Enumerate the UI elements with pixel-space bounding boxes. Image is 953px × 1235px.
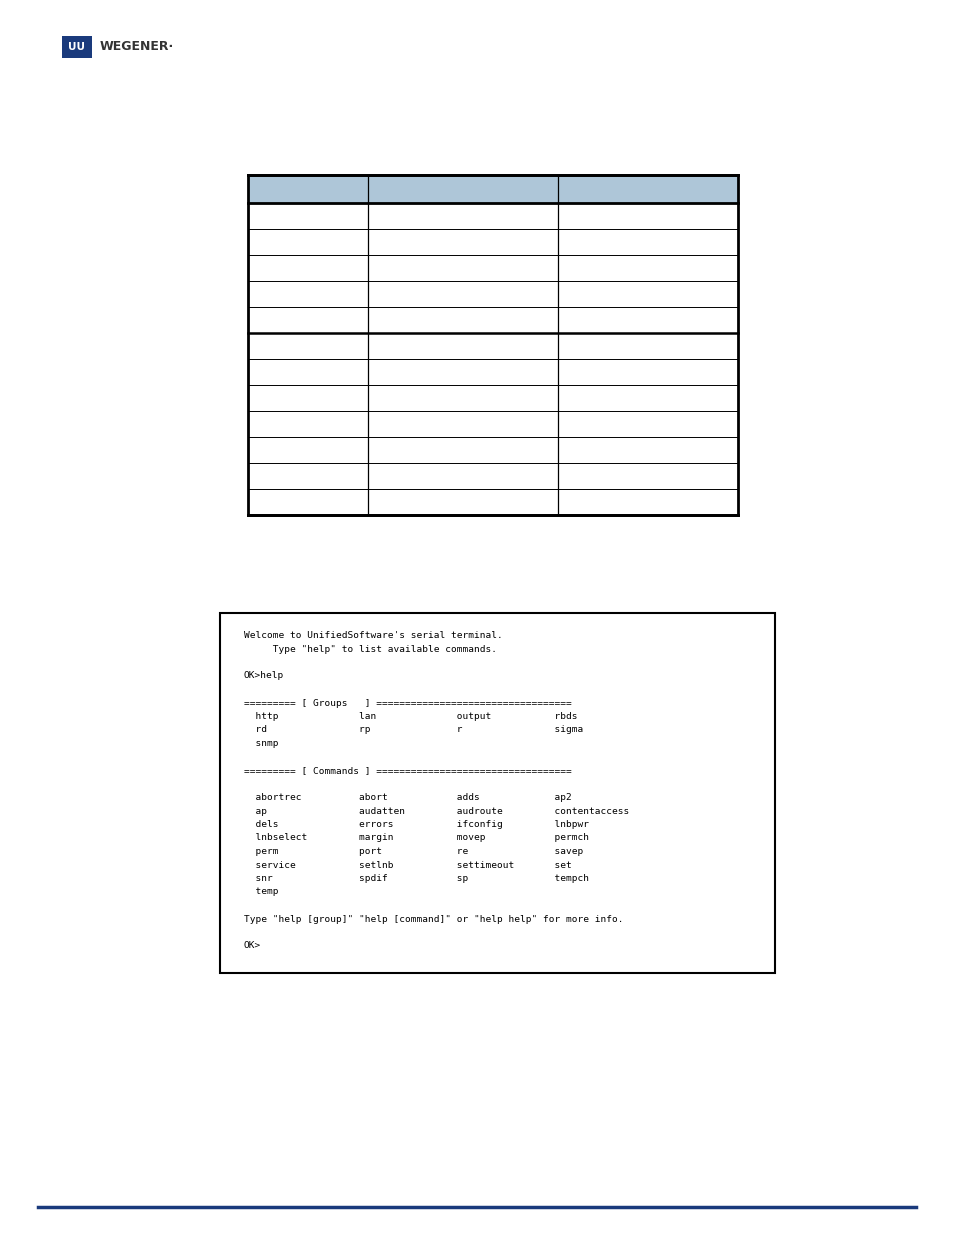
Text: snr               spdif            sp               tempch: snr spdif sp tempch — [244, 874, 588, 883]
Text: Type "help" to list available commands.: Type "help" to list available commands. — [244, 645, 497, 653]
Text: UU: UU — [69, 42, 86, 52]
Text: service           setlnb           settimeout       set: service setlnb settimeout set — [244, 861, 571, 869]
Text: snmp: snmp — [244, 739, 278, 748]
FancyBboxPatch shape — [62, 36, 91, 58]
Text: ap                audatten         audroute         contentaccess: ap audatten audroute contentaccess — [244, 806, 629, 815]
Text: ========= [ Commands ] ==================================: ========= [ Commands ] =================… — [244, 766, 571, 776]
Text: http              lan              output           rbds: http lan output rbds — [244, 713, 577, 721]
Text: Welcome to UnifiedSoftware's serial terminal.: Welcome to UnifiedSoftware's serial term… — [244, 631, 502, 640]
Text: Type "help [group]" "help [command]" or "help help" for more info.: Type "help [group]" "help [command]" or … — [244, 914, 623, 924]
Text: temp: temp — [244, 888, 278, 897]
FancyBboxPatch shape — [220, 613, 774, 973]
Text: dels              errors           ifconfig         lnbpwr: dels errors ifconfig lnbpwr — [244, 820, 588, 829]
Text: perm              port             re               savep: perm port re savep — [244, 847, 582, 856]
FancyBboxPatch shape — [248, 175, 738, 203]
Text: ========= [ Groups   ] ==================================: ========= [ Groups ] ===================… — [244, 699, 571, 708]
Text: WEGENER·: WEGENER· — [100, 41, 174, 53]
Text: abortrec          abort            adds             ap2: abortrec abort adds ap2 — [244, 793, 571, 802]
Text: lnbselect         margin           movep            permch: lnbselect margin movep permch — [244, 834, 588, 842]
Text: OK>: OK> — [244, 941, 261, 951]
Text: rd                rp               r                sigma: rd rp r sigma — [244, 725, 582, 735]
Text: OK>help: OK>help — [244, 672, 284, 680]
